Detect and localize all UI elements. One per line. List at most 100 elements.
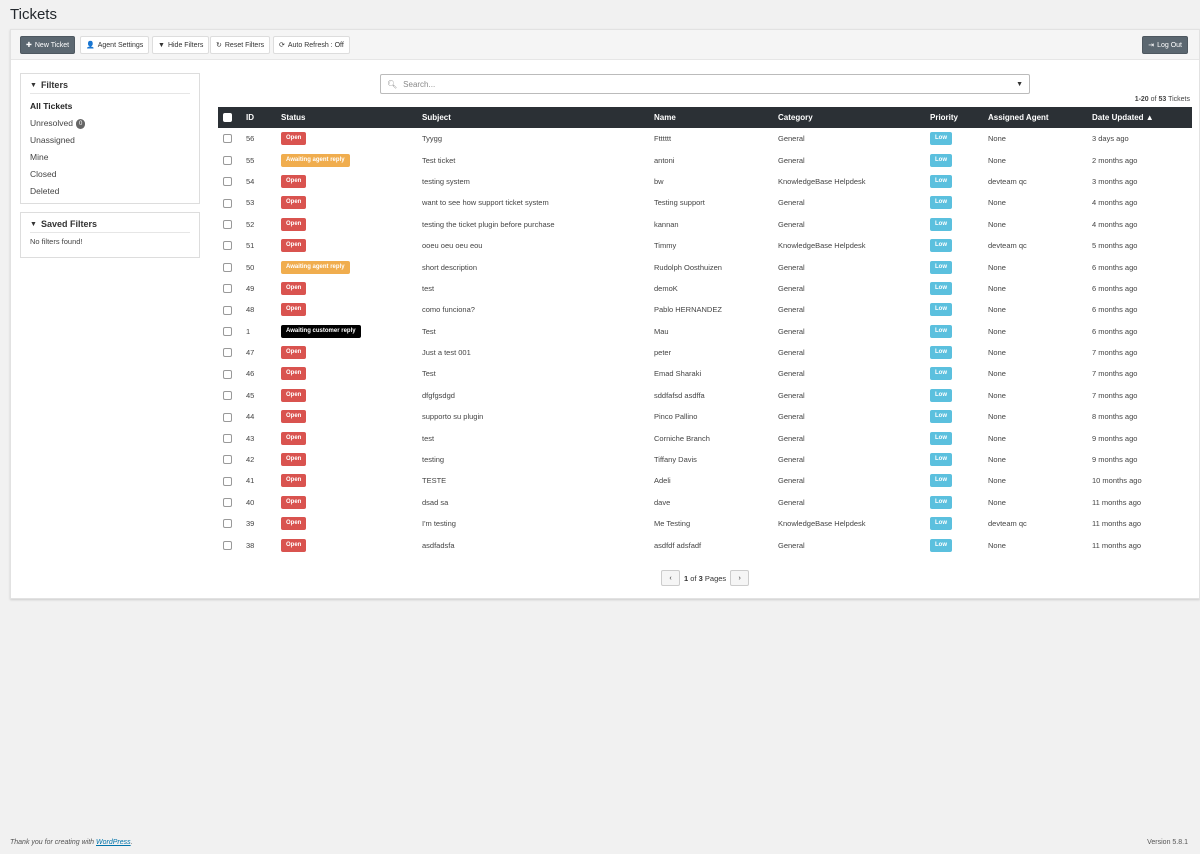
table-row[interactable]: 41 Open TESTE Adeli General Low None 10 months …: [218, 470, 1192, 491]
cell-id: 39: [246, 519, 255, 529]
cell-agent: None: [988, 476, 1006, 486]
next-page-button[interactable]: ›: [730, 570, 750, 586]
select-all-checkbox[interactable]: [223, 113, 232, 123]
col-date-updated[interactable]: Date Updated ▲: [1092, 107, 1192, 128]
cell-subject: short description: [422, 262, 478, 272]
table-row[interactable]: 1 Awaiting customer reply Test Mau General Lo…: [218, 321, 1192, 342]
table-row[interactable]: 51 Open ooeu oeu oeu eou Timmy KnowledgeBase…: [218, 235, 1192, 256]
reset-filters-button[interactable]: ↻ Reset Filters: [210, 36, 271, 54]
cell-priority: Low: [930, 492, 988, 513]
table-row[interactable]: 54 Open testing system bw KnowledgeBase Help…: [218, 171, 1192, 192]
hide-filters-button[interactable]: ▼ Hide Filters: [152, 36, 210, 54]
cell-agent: devteam qc: [988, 519, 1027, 529]
auto-refresh-button[interactable]: ⟳ Auto Refresh : Off: [273, 36, 350, 54]
row-checkbox[interactable]: [223, 134, 232, 144]
dropdown-caret-icon[interactable]: ▼: [1016, 80, 1023, 88]
table-row[interactable]: 44 Open supporto su plugin Pinco Pallino Gen…: [218, 406, 1192, 427]
status-badge: Open: [281, 303, 307, 317]
ticket-count: 1-20 of 53 Tickets: [1135, 96, 1190, 103]
select-all-cell: [218, 107, 246, 128]
table-row[interactable]: 40 Open dsad sa dave General Low None 11 months…: [218, 492, 1192, 513]
cell-name: Ftttttt: [654, 134, 672, 144]
table-row[interactable]: 53 Open want to see how support ticket sys…: [218, 192, 1192, 213]
count-unit: Tickets: [1168, 96, 1190, 103]
row-checkbox[interactable]: [223, 326, 232, 336]
table-row[interactable]: 49 Open test demoK General Low None 6 months ag…: [218, 278, 1192, 299]
cell-id: 48: [246, 305, 255, 315]
table-row[interactable]: 38 Open asdfadsfa asdfdf adsfadf General Low N…: [218, 534, 1192, 555]
prev-page-button[interactable]: ‹: [661, 570, 680, 586]
filter-item-unresolved[interactable]: Unresolved 0: [30, 115, 190, 132]
wordpress-link[interactable]: WordPress: [96, 839, 131, 846]
log-out-button[interactable]: ⇥ Log Out: [1142, 36, 1188, 54]
row-checkbox[interactable]: [223, 262, 232, 272]
page-of-word: of: [690, 573, 697, 583]
no-filters-text: No filters found!: [30, 237, 83, 246]
col-subject[interactable]: Subject: [422, 107, 654, 128]
table-row[interactable]: 56 Open Tyygg Ftttttt General Low None 3 days a…: [218, 128, 1192, 149]
row-checkbox[interactable]: [223, 540, 232, 550]
agent-settings-button[interactable]: 👤 Agent Settings: [80, 36, 150, 54]
cell-category: General: [778, 305, 805, 315]
cell-category: General: [778, 390, 805, 400]
search-input[interactable]: 🔍︎ Search... ▼: [380, 74, 1030, 94]
row-select-cell: [218, 299, 246, 320]
row-checkbox[interactable]: [223, 220, 232, 230]
status-badge: Open: [281, 196, 307, 210]
row-checkbox[interactable]: [223, 369, 232, 379]
row-checkbox[interactable]: [223, 177, 232, 187]
status-badge: Awaiting customer reply: [281, 324, 361, 338]
row-checkbox[interactable]: [223, 412, 232, 422]
row-checkbox[interactable]: [223, 198, 232, 208]
table-row[interactable]: 39 Open I'm testing Me Testing KnowledgeBase…: [218, 513, 1192, 534]
table-row[interactable]: 55 Awaiting agent reply Test ticket antoni G…: [218, 149, 1192, 170]
new-ticket-button[interactable]: ✚ New Ticket: [20, 36, 76, 54]
col-category[interactable]: Category: [778, 107, 930, 128]
row-checkbox[interactable]: [223, 498, 232, 508]
cell-agent: None: [988, 134, 1006, 144]
row-checkbox[interactable]: [223, 305, 232, 315]
cell-date: 7 months ago: [1092, 390, 1138, 400]
status-badge: Open: [281, 239, 307, 253]
table-row[interactable]: 52 Open testing the ticket plugin before p…: [218, 214, 1192, 235]
filter-item-unassigned[interactable]: Unassigned: [30, 132, 190, 149]
table-row[interactable]: 46 Open Test Emad Sharaki General Low None 7 mo…: [218, 363, 1192, 384]
toolbar: ✚ New Ticket 👤 Agent Settings ▼ Hide Fil…: [11, 30, 1199, 60]
row-checkbox[interactable]: [223, 433, 232, 443]
row-checkbox[interactable]: [223, 476, 232, 486]
table-row[interactable]: 43 Open test Corniche Branch General Low None 9…: [218, 427, 1192, 448]
filter-item-closed[interactable]: Closed: [30, 166, 190, 183]
row-select-cell: [218, 427, 246, 448]
status-badge: Open: [281, 495, 307, 509]
table-row[interactable]: 47 Open Just a test 001 peter General Low None…: [218, 342, 1192, 363]
cell-agent: None: [988, 369, 1006, 379]
col-status[interactable]: Status: [281, 107, 422, 128]
row-checkbox[interactable]: [223, 348, 232, 358]
row-checkbox[interactable]: [223, 155, 232, 165]
row-checkbox[interactable]: [223, 284, 232, 294]
row-checkbox[interactable]: [223, 455, 232, 465]
col-assigned-agent[interactable]: Assigned Agent: [988, 107, 1092, 128]
status-badge: Open: [281, 281, 307, 295]
status-badge: Open: [281, 174, 307, 188]
cell-category: General: [778, 262, 805, 272]
cell-priority: Low: [930, 299, 988, 320]
col-priority[interactable]: Priority: [930, 107, 988, 128]
cell-subject: testing the ticket plugin before purchas…: [422, 219, 555, 229]
filter-item-deleted[interactable]: Deleted: [30, 183, 190, 200]
table-row[interactable]: 48 Open como funciona? Pablo HERNANDEZ Gener…: [218, 299, 1192, 320]
table-row[interactable]: 42 Open testing Tiffany Davis General Low None…: [218, 449, 1192, 470]
cell-agent: None: [988, 305, 1006, 315]
filter-item-mine[interactable]: Mine: [30, 149, 190, 166]
row-checkbox[interactable]: [223, 391, 232, 401]
table-row[interactable]: 50 Awaiting agent reply short description R…: [218, 256, 1192, 277]
col-name[interactable]: Name: [654, 107, 778, 128]
cell-date: 7 months ago: [1092, 348, 1138, 358]
col-id[interactable]: ID: [246, 107, 281, 128]
cell-subject: want to see how support ticket system: [422, 198, 549, 208]
row-checkbox[interactable]: [223, 241, 232, 251]
row-checkbox[interactable]: [223, 519, 232, 529]
filter-item-all-tickets[interactable]: All Tickets: [30, 98, 190, 115]
total-pages: 3: [698, 573, 703, 583]
table-row[interactable]: 45 Open dfgfgsdgd sddfafsd asdffa General Low…: [218, 385, 1192, 406]
